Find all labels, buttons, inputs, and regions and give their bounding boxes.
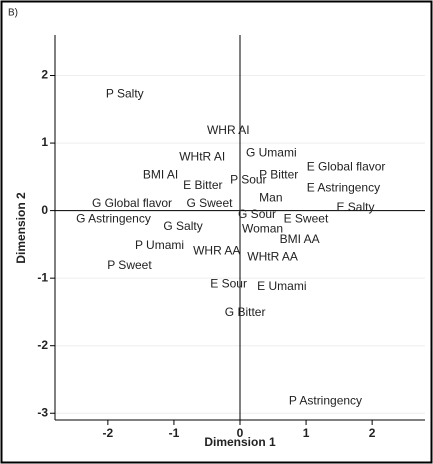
point-label: P Sweet [107,258,152,272]
point-label: E Global flavor [307,160,386,174]
x-tick-label: 1 [303,426,310,440]
point-label: Man [259,191,282,205]
point-label: G Astringency [76,212,151,226]
point-label: E Astringency [307,180,380,194]
y-axis-title: Dimension 2 [14,192,28,264]
point-label: P Bitter [259,168,298,182]
point-label: E Bitter [183,178,222,192]
y-tick-label: 0 [41,203,48,217]
point-label: G Sour [238,207,276,221]
point-label: WHtR AA [247,249,298,263]
y-tick-label: -3 [37,405,48,419]
point-label: P Sour [230,172,266,186]
y-tick-label: 2 [41,68,48,82]
point-label: G Umami [246,145,297,159]
point-label: BMI AI [143,168,178,182]
point-label: G Bitter [225,305,266,319]
y-tick-label: 1 [41,135,48,149]
point-label: G Global flavor [92,196,172,210]
x-tick-label: 2 [369,426,376,440]
point-label: Woman [242,222,283,236]
y-tick-label: -2 [37,338,48,352]
x-tick-label: 0 [237,426,244,440]
point-label: E Umami [257,279,306,293]
point-label: G Salty [163,219,202,233]
point-label: BMI AA [280,232,320,246]
point-label: E Sour [210,276,247,290]
point-label: G Sweet [186,196,233,210]
x-tick-label: -1 [169,426,180,440]
point-label: P Salty [106,87,144,101]
point-label: WHtR AI [179,149,225,163]
panel-label: B) [8,8,18,19]
point-label: E Sweet [284,212,329,226]
point-label: WHR AA [193,243,240,257]
point-label: P Astringency [289,393,362,407]
point-label: P Umami [135,238,184,252]
x-tick-label: -2 [103,426,114,440]
point-label: E Salty [336,200,374,214]
x-axis-title: Dimension 1 [204,435,276,449]
y-tick-label: -1 [37,270,48,284]
point-label: WHR AI [207,123,250,137]
